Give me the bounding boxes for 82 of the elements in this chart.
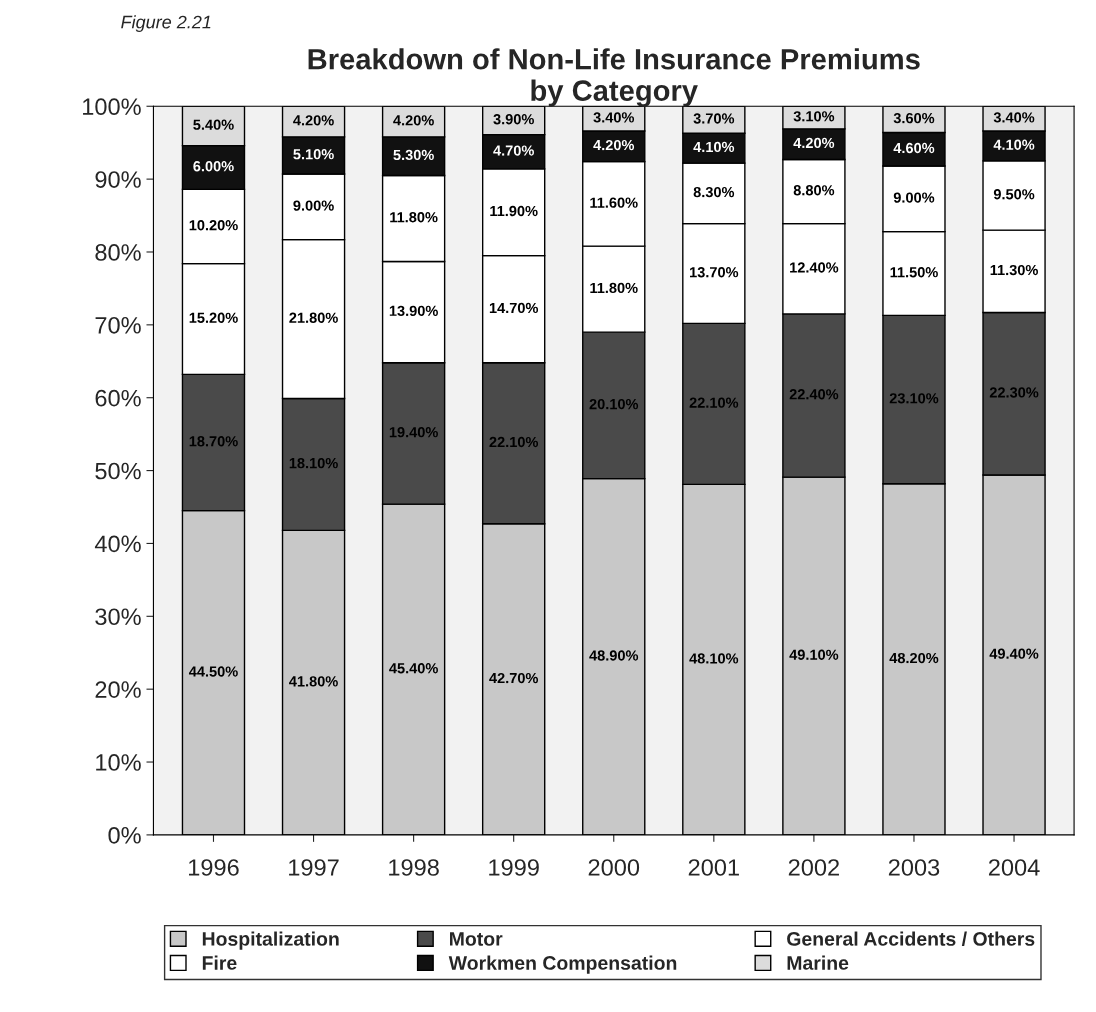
data-label: 22.30% — [989, 387, 1039, 398]
data-label: 9.50% — [993, 189, 1035, 200]
chart-title: Breakdown of Non-Life Insurance Premiums by Category — [308, 48, 920, 107]
data-label: 11.60% — [590, 197, 638, 208]
y-tick-label: 50% — [95, 462, 141, 480]
data-label: 11.30% — [990, 264, 1038, 276]
data-label: 42.70% — [489, 672, 539, 684]
data-label: 15.20% — [189, 312, 238, 323]
data-label: 44.50% — [188, 666, 238, 677]
legend-label: Motor — [450, 932, 503, 946]
x-tick-label: 1999 — [489, 859, 539, 876]
data-label: 11.50% — [890, 267, 938, 278]
data-label: 4.10% — [693, 141, 735, 153]
data-label: 13.90% — [389, 305, 438, 317]
data-label: 22.40% — [789, 389, 839, 400]
data-label: 9.00% — [293, 200, 334, 211]
data-label: 48.90% — [589, 650, 639, 661]
data-label: 5.40% — [193, 119, 234, 130]
data-label: 18.70% — [189, 436, 238, 447]
data-label: 8.80% — [793, 185, 835, 196]
data-label: 22.10% — [689, 397, 739, 408]
legend-label: Hospitalization — [202, 931, 339, 950]
data-label: 5.10% — [293, 149, 334, 160]
y-tick-label: 70% — [95, 316, 141, 334]
legend-label: Fire — [202, 955, 237, 970]
data-label: 45.40% — [389, 663, 438, 674]
y-tick-label: 100% — [83, 98, 141, 116]
y-tick-label: 0% — [108, 826, 141, 844]
data-label: 4.70% — [493, 145, 534, 156]
x-tick-label: 2002 — [788, 859, 839, 876]
data-label: 3.40% — [593, 112, 635, 123]
data-label: 4.20% — [393, 115, 434, 126]
data-label: 6.00% — [193, 161, 234, 172]
data-label: 13.70% — [690, 267, 739, 278]
data-label: 3.10% — [793, 111, 835, 122]
data-label: 3.90% — [493, 114, 534, 125]
data-label: 21.80% — [289, 312, 338, 323]
data-label: 48.20% — [889, 652, 939, 664]
y-tick-label: 90% — [95, 171, 141, 188]
data-label: 49.10% — [789, 649, 839, 660]
data-label: 3.40% — [993, 112, 1035, 123]
data-label: 11.80% — [390, 212, 438, 223]
caption: Figure 2.21 — [121, 15, 211, 33]
data-label: 4.10% — [993, 139, 1035, 150]
y-tick-label: 20% — [95, 681, 141, 698]
data-label: 3.70% — [693, 113, 735, 124]
x-tick-label: 1998 — [389, 859, 439, 876]
data-label: 10.20% — [189, 220, 238, 231]
data-label: 11.90% — [490, 205, 538, 217]
data-label: 11.80% — [590, 282, 638, 294]
x-tick-label: 2000 — [588, 859, 640, 876]
data-label: 23.10% — [889, 393, 939, 404]
data-label: 19.40% — [389, 427, 438, 438]
data-label: 14.70% — [489, 302, 539, 314]
data-label: 3.60% — [893, 112, 935, 124]
x-tick-label: 1997 — [289, 859, 339, 876]
x-tick-label: 2004 — [988, 859, 1040, 876]
x-tick-label: 1996 — [189, 859, 239, 876]
data-label: 4.20% — [793, 137, 835, 149]
data-label: 8.30% — [693, 186, 735, 198]
x-tick-label: 2001 — [688, 859, 739, 876]
data-label: 48.10% — [689, 653, 739, 664]
y-tick-label: 10% — [96, 754, 141, 771]
legend-label: Workmen Compensation — [448, 955, 677, 974]
data-label: 22.10% — [489, 436, 539, 448]
data-label: 4.60% — [893, 142, 935, 154]
data-label: 20.10% — [589, 398, 639, 410]
data-label: 9.00% — [893, 192, 935, 203]
data-label: 18.10% — [289, 457, 338, 469]
data-label: 5.30% — [393, 149, 434, 161]
data-label: 12.40% — [790, 262, 839, 273]
legend-label: Marine — [787, 955, 849, 970]
data-label: 4.20% — [593, 139, 635, 151]
y-tick-label: 80% — [95, 244, 141, 261]
y-tick-label: 60% — [95, 389, 141, 407]
data-label: 4.20% — [293, 115, 334, 126]
data-label: 49.40% — [989, 648, 1039, 659]
data-label: 41.80% — [289, 676, 338, 687]
y-tick-label: 30% — [95, 608, 141, 626]
legend-label: General Accidents / Others — [787, 931, 1035, 946]
y-tick-label: 40% — [94, 535, 141, 553]
x-tick-label: 2003 — [888, 859, 940, 876]
